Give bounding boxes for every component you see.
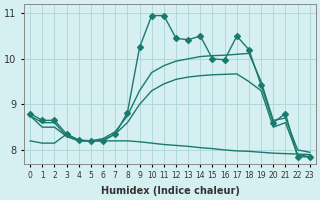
X-axis label: Humidex (Indice chaleur): Humidex (Indice chaleur) bbox=[100, 186, 239, 196]
